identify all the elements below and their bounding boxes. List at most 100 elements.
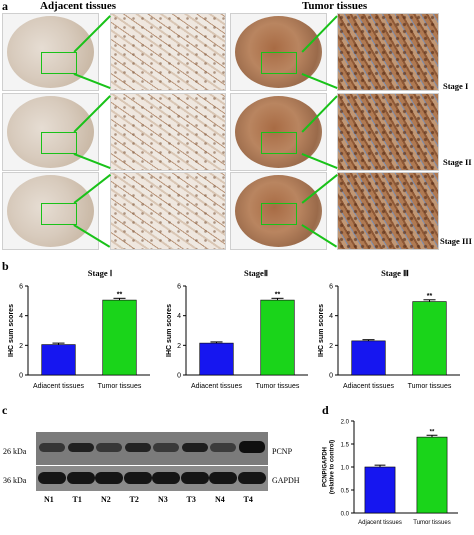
x-category-label: Tumor tissues [408,383,452,388]
x-category-label: Adjacent tissues [358,520,402,526]
pcnp-band [210,443,236,452]
x-category-label: Tumor tissues [98,383,142,388]
zoom-region-box [261,52,297,74]
ihc-image-stage3-adjacent-zoom [110,172,226,250]
ihc-image-stage2-tumor-overview [230,93,327,171]
y-axis-label: IHC sum scores [8,304,15,357]
significance-marker: ** [117,291,123,298]
bar-tumor [102,299,137,376]
zoom-region-box [41,52,77,74]
ihc-bar-chart-stage-3: 0 2 4 6 IHC sum scores Adjacent tissues Tumor … [318,284,460,388]
ihc-image-stage3-adjacent-overview [2,172,99,250]
gapdh-band [38,472,66,484]
panel-b-letter: b [2,259,9,273]
y-axis-label: IHC sum scores [166,304,173,357]
tissue-core [235,175,322,247]
x-category-label: Tumor tissues [413,520,450,526]
gapdh-band [66,472,95,484]
ihc-image-stage3-tumor-overview [230,172,327,250]
pcnp-band [67,443,94,452]
y-axis-label: PCNP/GAPDH(relative to control) [323,440,336,494]
x-category-label: Adjacent tissues [33,383,84,388]
x-category-label: Adjacent tissues [191,383,242,388]
y-tick-label: 4 [177,313,181,320]
ihc-image-stage2-adjacent-zoom [110,93,226,171]
ihc-image-stage2-tumor-zoom [337,93,439,171]
mw-label-26kda: 26 kDa [3,447,27,456]
tissue-core [7,175,94,247]
panel-a-letter: a [2,0,8,13]
x-category-label: Tumor tissues [256,383,300,388]
bar-tumor [416,436,448,514]
stage-1-label: Stage I [443,81,469,91]
y-tick-label: 0 [177,373,181,380]
stage-2-label: Stage II [443,157,472,167]
y-tick-label: 2 [19,343,23,350]
pcnp-band [124,443,151,452]
lane-label: N1 [44,495,54,504]
pcnp-band [238,441,265,453]
y-tick-label: 1.5 [341,443,350,449]
ihc-bar-chart-stage-2: 0 2 4 6 IHC sum scores Adjacent tissues Tumor … [166,284,308,388]
mw-label-36kda: 36 kDa [3,476,27,485]
y-axis-label: IHC sum scores [318,304,325,357]
panel-c-letter: c [2,403,8,417]
y-tick-label: 6 [19,284,23,291]
panel-d-letter: d [322,403,329,417]
y-tick-label: 0 [329,373,333,380]
gapdh-band [123,472,152,484]
lane-label: N2 [101,495,111,504]
significance-marker: ** [430,429,435,435]
ihc-image-stage3-tumor-zoom [337,172,439,250]
stage-3-label: Stage III [440,236,472,246]
bar-adjacent [351,340,386,376]
zoom-region-box [41,132,77,154]
y-tick-label: 0.0 [341,512,350,518]
significance-marker: ** [427,293,433,300]
bar-adjacent [199,342,234,376]
pcnp-gapdh-bar-chart: 0.0 0.5 1.0 1.5 2.0 PCNP/GAPDH(relative to co… [323,420,458,526]
gapdh-band [180,472,209,484]
lane-label: T1 [72,495,82,504]
chart-1-title: Stage Ⅰ [87,268,113,278]
protein-label-gapdh: GAPDH [272,476,300,485]
y-tick-label: 4 [329,313,333,320]
zoom-region-box [41,203,77,225]
y-tick-label: 4 [19,313,23,320]
pcnp-band [39,443,65,452]
pcnp-band [96,443,122,452]
zoom-region-box [261,132,297,154]
y-tick-label: 2 [177,343,181,350]
lane-label: T2 [129,495,139,504]
y-tick-label: 6 [329,284,333,291]
y-tick-label: 2 [329,343,333,350]
y-tick-label: 0 [19,373,23,380]
y-tick-label: 1.0 [341,466,350,472]
gapdh-band [95,472,123,484]
significance-marker: ** [275,291,281,298]
y-tick-label: 6 [177,284,181,291]
lane-label: T4 [243,495,253,504]
lane-label: N3 [158,495,168,504]
x-category-label: Adjacent tissues [343,383,394,388]
bar-tumor [412,301,447,376]
lane-label: T3 [186,495,196,504]
chart-3-title: Stage Ⅲ [381,268,409,278]
tumor-tissues-title: Tumor tissues [302,0,368,12]
y-tick-label: 2.0 [341,420,350,426]
protein-label-pcnp: PCNP [272,447,293,456]
gapdh-band [237,472,266,484]
y-tick-label: 0.5 [341,489,350,495]
bar-adjacent [41,344,76,376]
chart-2-title: StageⅡ [243,268,268,278]
bar-tumor [260,299,295,376]
gapdh-band [152,472,180,484]
bar-adjacent [364,466,396,514]
ihc-image-stage1-tumor-zoom [337,13,439,91]
ihc-image-stage1-adjacent-zoom [110,13,226,91]
ihc-image-stage1-tumor-overview [230,13,327,91]
lane-label: N4 [215,495,225,504]
ihc-image-stage2-adjacent-overview [2,93,99,171]
gapdh-band [209,472,237,484]
pcnp-band [181,443,208,452]
